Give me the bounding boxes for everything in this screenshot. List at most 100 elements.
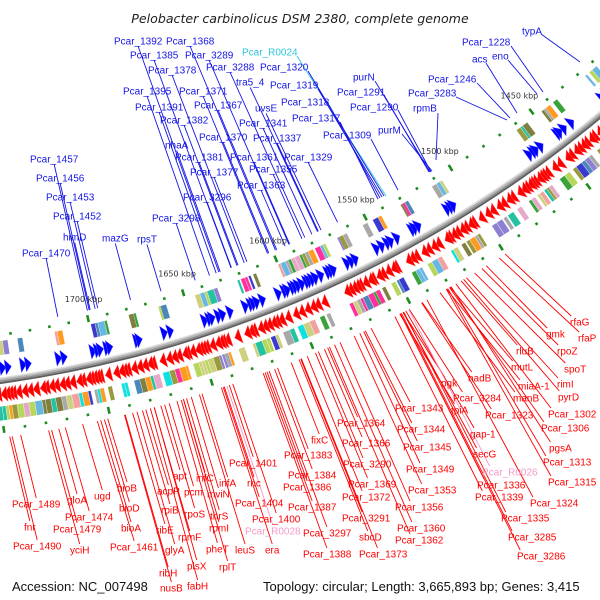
gene-label-forward-strand: apt [173, 472, 187, 483]
forward-gene-arrow [266, 316, 276, 332]
leader-line [510, 45, 544, 93]
gene-label-forward-strand: Pcar_3291 [342, 514, 391, 525]
cog-block [289, 327, 300, 344]
minor-tick-mark [575, 72, 580, 77]
minor-tick-mark [380, 206, 385, 210]
leader-line [76, 221, 99, 309]
cog-block [2, 339, 10, 355]
leader-line [96, 420, 135, 542]
tick-label: 1500 kbp [421, 147, 459, 156]
cog-block [50, 397, 58, 413]
cog-block [240, 277, 250, 293]
minor-tick-mark [345, 224, 350, 228]
gene-label-forward-strand: rfaG [570, 318, 590, 329]
gene-label-reverse-strand: purM [378, 126, 401, 137]
leader-line [394, 316, 483, 492]
minor-tick-mark [218, 278, 223, 282]
backbone-arc [0, 112, 600, 381]
gene-label-forward-strand: Pcar_1360 [397, 524, 446, 535]
leader-line [370, 327, 411, 403]
minor-tick-mark [560, 85, 565, 89]
forward-gene-arrow [104, 365, 114, 382]
forward-gene-arrow [298, 303, 309, 319]
forward-gene-arrow [321, 293, 332, 309]
cog-block [128, 313, 137, 329]
leader-line [274, 368, 313, 470]
forward-gene-arrow [270, 314, 281, 330]
minor-tick-mark [425, 288, 430, 293]
gene-label-forward-strand: infA [219, 479, 237, 490]
minor-tick-mark [545, 97, 549, 102]
forward-gene-arrow [496, 197, 508, 212]
leader-line [249, 87, 318, 232]
leader-line [58, 428, 78, 495]
gene-labels: typAPcar_1228enoacsPcar_1246Pcar_3283pur… [12, 27, 597, 595]
reverse-gene-arrow [369, 242, 380, 257]
gene-label-reverse-strand: Pcar_1470 [22, 249, 71, 260]
reverse-gene-arrow [134, 332, 143, 349]
gene-label-forward-strand: Pcar_R0028 [245, 527, 301, 538]
forward-gene-arrow [285, 308, 295, 325]
cog-block [157, 305, 165, 321]
leader-line [175, 223, 196, 281]
minor-tick-mark [349, 326, 353, 331]
gene-label-reverse-strand: eno [492, 52, 509, 63]
cog-block [65, 394, 75, 410]
leader-line [334, 344, 413, 523]
gene-label-forward-strand: ribE [156, 526, 174, 537]
gene-label-forward-strand: Pcar_3297 [303, 529, 352, 540]
cog-block [34, 400, 45, 416]
cog-block [248, 275, 256, 290]
forward-gene-arrow [3, 385, 13, 402]
minor-tick-mark [28, 328, 32, 332]
reverse-gene-arrow [199, 313, 209, 329]
cog-block [303, 321, 315, 338]
gene-label-forward-strand: Pcar_1364 [337, 419, 386, 430]
cog-block [588, 154, 600, 169]
leader-line [206, 202, 232, 268]
gene-label-forward-strand: nadB [468, 374, 492, 385]
minor-tick-mark [47, 325, 51, 329]
cog-block [546, 186, 558, 201]
minor-tick-mark [310, 241, 314, 245]
minor-tick-mark [517, 233, 521, 238]
forward-gene-arrow [182, 345, 192, 361]
cog-block [282, 329, 295, 346]
gene-label-forward-strand: Pcar_1401 [229, 459, 278, 470]
forward-gene-arrow [171, 348, 181, 365]
leader-line [262, 373, 328, 549]
leader-line [226, 385, 274, 526]
leader-line [300, 358, 363, 513]
gene-label-forward-strand: infC [196, 474, 214, 485]
cog-block [539, 191, 552, 206]
forward-gene-arrow [189, 342, 199, 359]
leader-line [149, 408, 199, 581]
leader-line [182, 399, 220, 523]
gene-label-forward-strand: rpmF [178, 533, 201, 544]
gene-label-reverse-strand: Pcar_1456 [36, 174, 85, 185]
leader-line [447, 288, 547, 457]
gene-label-reverse-strand: Pcar_3296 [183, 193, 232, 204]
reverse-gene-arrow [327, 263, 337, 279]
forward-gene-arrow [537, 170, 548, 184]
gene-label-reverse-strand: Pcar_3283 [408, 89, 457, 100]
cog-block [204, 359, 212, 374]
major-tick-mark [528, 108, 535, 116]
gene-label-forward-strand: pheT [206, 545, 229, 556]
cog-block [17, 337, 25, 353]
leader-line [222, 142, 270, 254]
cog-block [280, 261, 291, 277]
gene-label-forward-strand: gap-1 [470, 430, 496, 441]
forward-gene-arrow [85, 370, 94, 387]
reverse-gene-arrow [295, 277, 306, 293]
leader-line [399, 313, 455, 405]
reverse-gene-arrow [551, 126, 563, 140]
cog-block [252, 273, 262, 288]
gene-label-reverse-strand: uvsE [255, 104, 278, 115]
cog-block [503, 216, 515, 231]
cog-block [584, 156, 598, 172]
forward-gene-arrow [490, 202, 501, 216]
cog-block [507, 211, 522, 228]
gene-label-forward-strand: Pcar_1345 [403, 443, 452, 454]
gene-label-forward-strand: Pcar_1383 [284, 451, 333, 462]
